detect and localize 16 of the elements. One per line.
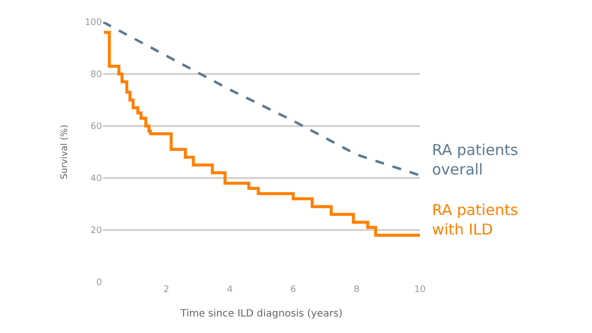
y-tick-label: 80 — [90, 70, 102, 80]
y-tick-label: 20 — [90, 226, 102, 236]
y-tick-label: 100 — [84, 18, 102, 28]
x-tick-label: 2 — [164, 285, 170, 295]
x-tick-label: 4 — [226, 285, 233, 295]
series-label: RA patients with ILD — [432, 201, 518, 238]
x-tick-label: 10 — [414, 285, 426, 295]
series-label: RA patients overall — [432, 141, 518, 178]
x-axis-title: Time since ILD diagnosis (years) — [180, 308, 343, 320]
x-tick-label: 6 — [290, 285, 296, 295]
y-tick-label: 0 — [96, 278, 102, 288]
line-series — [103, 22, 420, 177]
x-tick-label: 8 — [354, 285, 360, 295]
y-axis-title: Survival (%) — [60, 124, 70, 180]
y-tick-label: 40 — [90, 174, 102, 184]
y-tick-label: 60 — [90, 122, 102, 132]
